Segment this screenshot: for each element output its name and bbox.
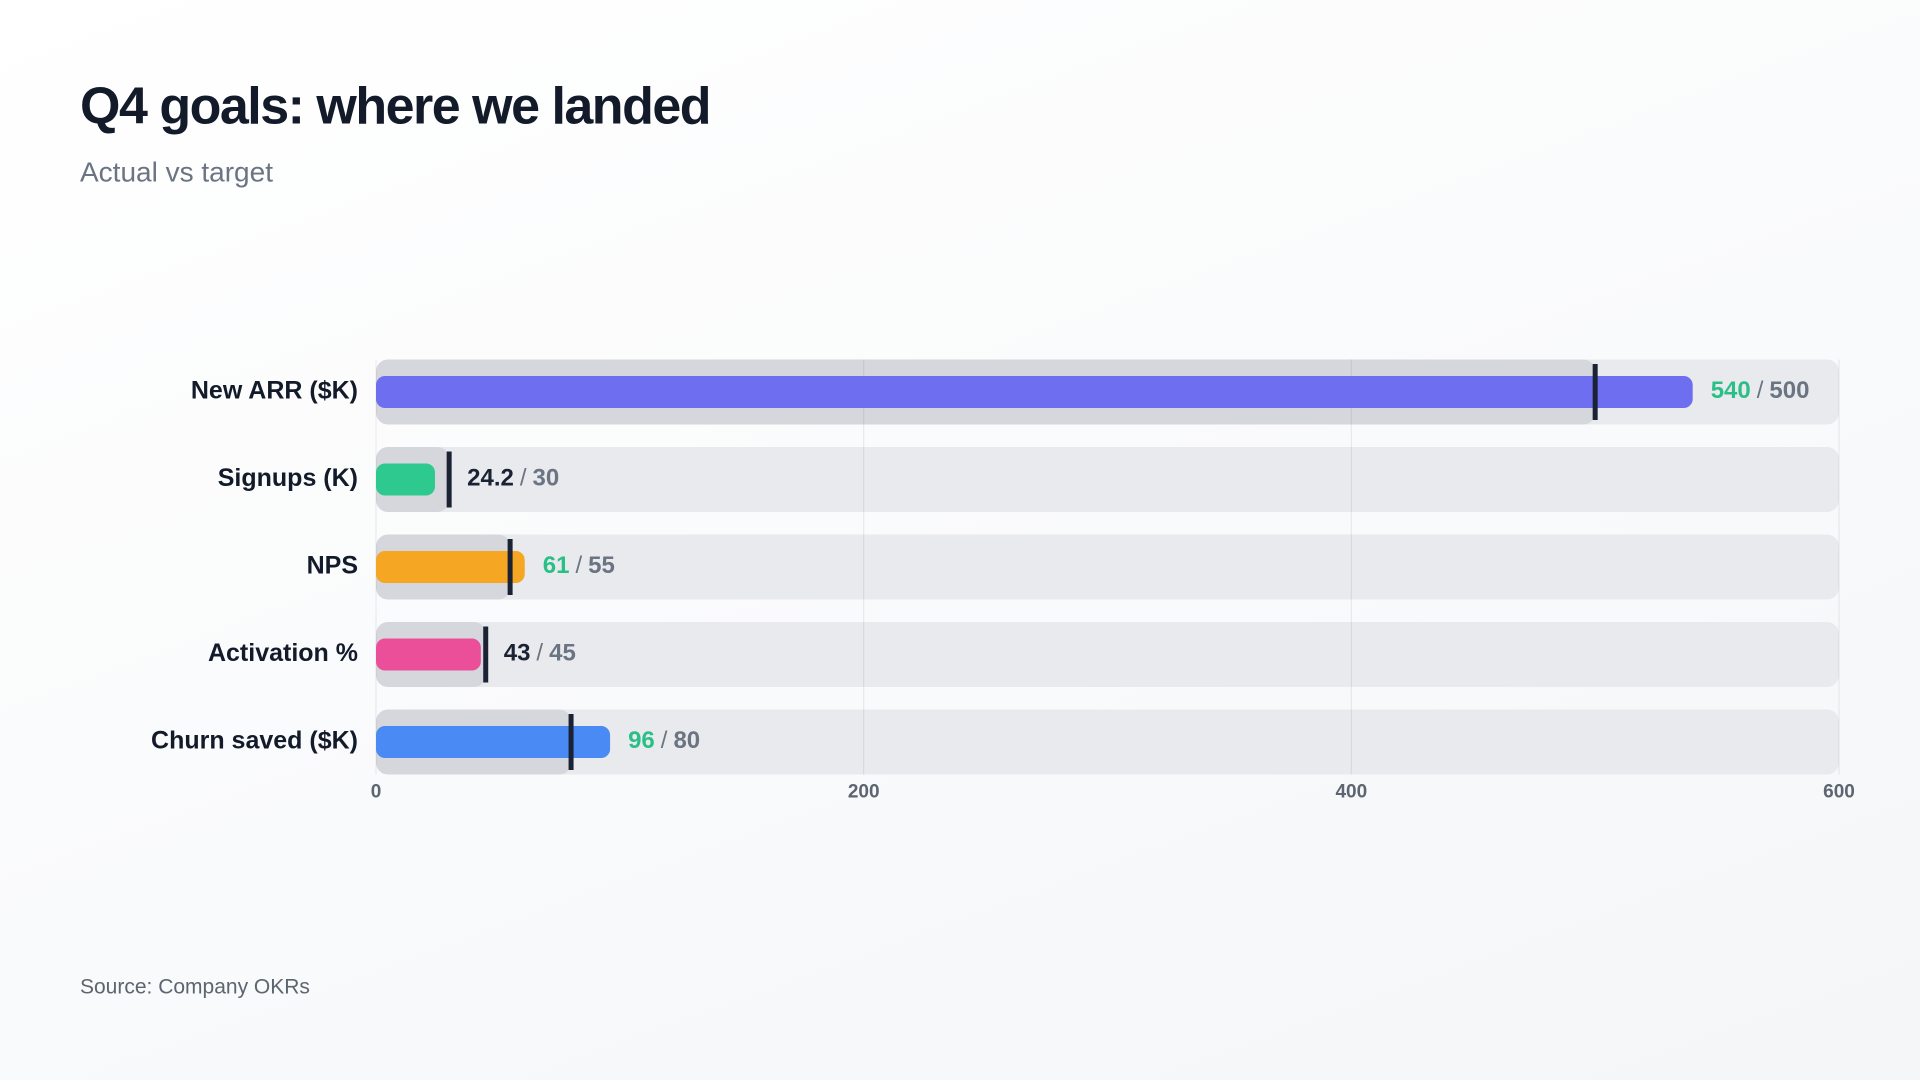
bar <box>376 551 525 583</box>
actual-value: 24.2 <box>467 465 514 492</box>
tracks <box>376 359 1839 775</box>
bar <box>376 376 1693 408</box>
source-note: Source: Company OKRs <box>80 976 310 999</box>
target-value: 30 <box>533 465 560 492</box>
x-tick-label: 400 <box>1335 782 1367 803</box>
x-tick-label: 600 <box>1823 782 1855 803</box>
actual-value: 43 <box>504 640 531 667</box>
track <box>376 534 1839 600</box>
value-label: 43/45 <box>504 640 576 667</box>
x-tick-label: 0 <box>371 782 382 803</box>
separator: / <box>575 552 582 579</box>
track <box>376 622 1839 687</box>
separator: / <box>536 640 543 667</box>
actual-value: 61 <box>543 552 570 579</box>
x-tick-label: 200 <box>848 782 880 803</box>
value-label: 61/55 <box>543 552 615 579</box>
separator: / <box>1757 377 1764 404</box>
target-value: 45 <box>549 640 576 667</box>
separator: / <box>520 465 527 492</box>
value-label: 24.2/30 <box>467 465 559 492</box>
category-label: Signups (K) <box>218 464 358 492</box>
category-label: NPS <box>307 552 358 580</box>
track <box>376 709 1839 775</box>
chart-subtitle: Actual vs target <box>80 156 273 187</box>
value-label: 540/500 <box>1711 377 1810 404</box>
actual-value: 540 <box>1711 377 1751 404</box>
track <box>376 447 1839 512</box>
chart-title: Q4 goals: where we landed <box>80 78 710 136</box>
category-label: Churn saved ($K) <box>151 727 358 755</box>
target-value: 80 <box>673 727 700 754</box>
category-label: New ARR ($K) <box>191 377 358 405</box>
grid: 0 200 400 600 <box>371 359 1855 803</box>
bar <box>376 638 481 671</box>
actual-value: 96 <box>628 727 655 754</box>
target-value: 500 <box>1769 377 1809 404</box>
target-value: 55 <box>588 552 615 579</box>
bar <box>376 463 436 496</box>
category-label: Activation % <box>208 639 358 667</box>
bar <box>376 726 611 758</box>
value-label: 96/80 <box>628 727 700 754</box>
separator: / <box>661 727 668 754</box>
